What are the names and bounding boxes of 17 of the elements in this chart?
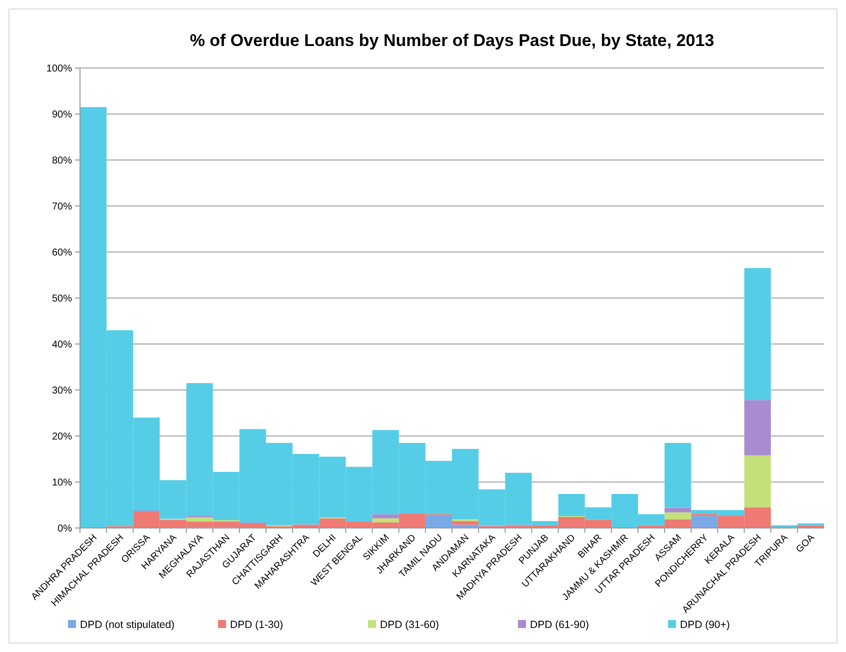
- y-tick-label: 10%: [52, 478, 72, 488]
- y-tick-label: 70%: [52, 202, 72, 212]
- y-tick-label: 0%: [58, 524, 72, 534]
- y-tick-label: 100%: [46, 64, 72, 74]
- legend-label: DPD (not stipulated): [80, 619, 175, 631]
- legend-label: DPD (31-60): [380, 619, 439, 631]
- y-tick-label: 20%: [52, 432, 72, 442]
- y-tick-label: 40%: [52, 340, 72, 350]
- y-tick-label: 30%: [52, 386, 72, 396]
- legend-label: DPD (90+): [680, 619, 730, 631]
- y-tick-label: 90%: [52, 110, 72, 120]
- legend-label: DPD (1-30): [230, 619, 284, 631]
- chart-title: % of Overdue Loans by Number of Days Past Due, by State, 2013: [190, 31, 714, 50]
- y-tick-label: 50%: [52, 294, 72, 304]
- y-tick-label: 60%: [52, 248, 72, 258]
- y-tick-label: 80%: [52, 156, 72, 166]
- legend-label: DPD (61-90): [530, 619, 589, 631]
